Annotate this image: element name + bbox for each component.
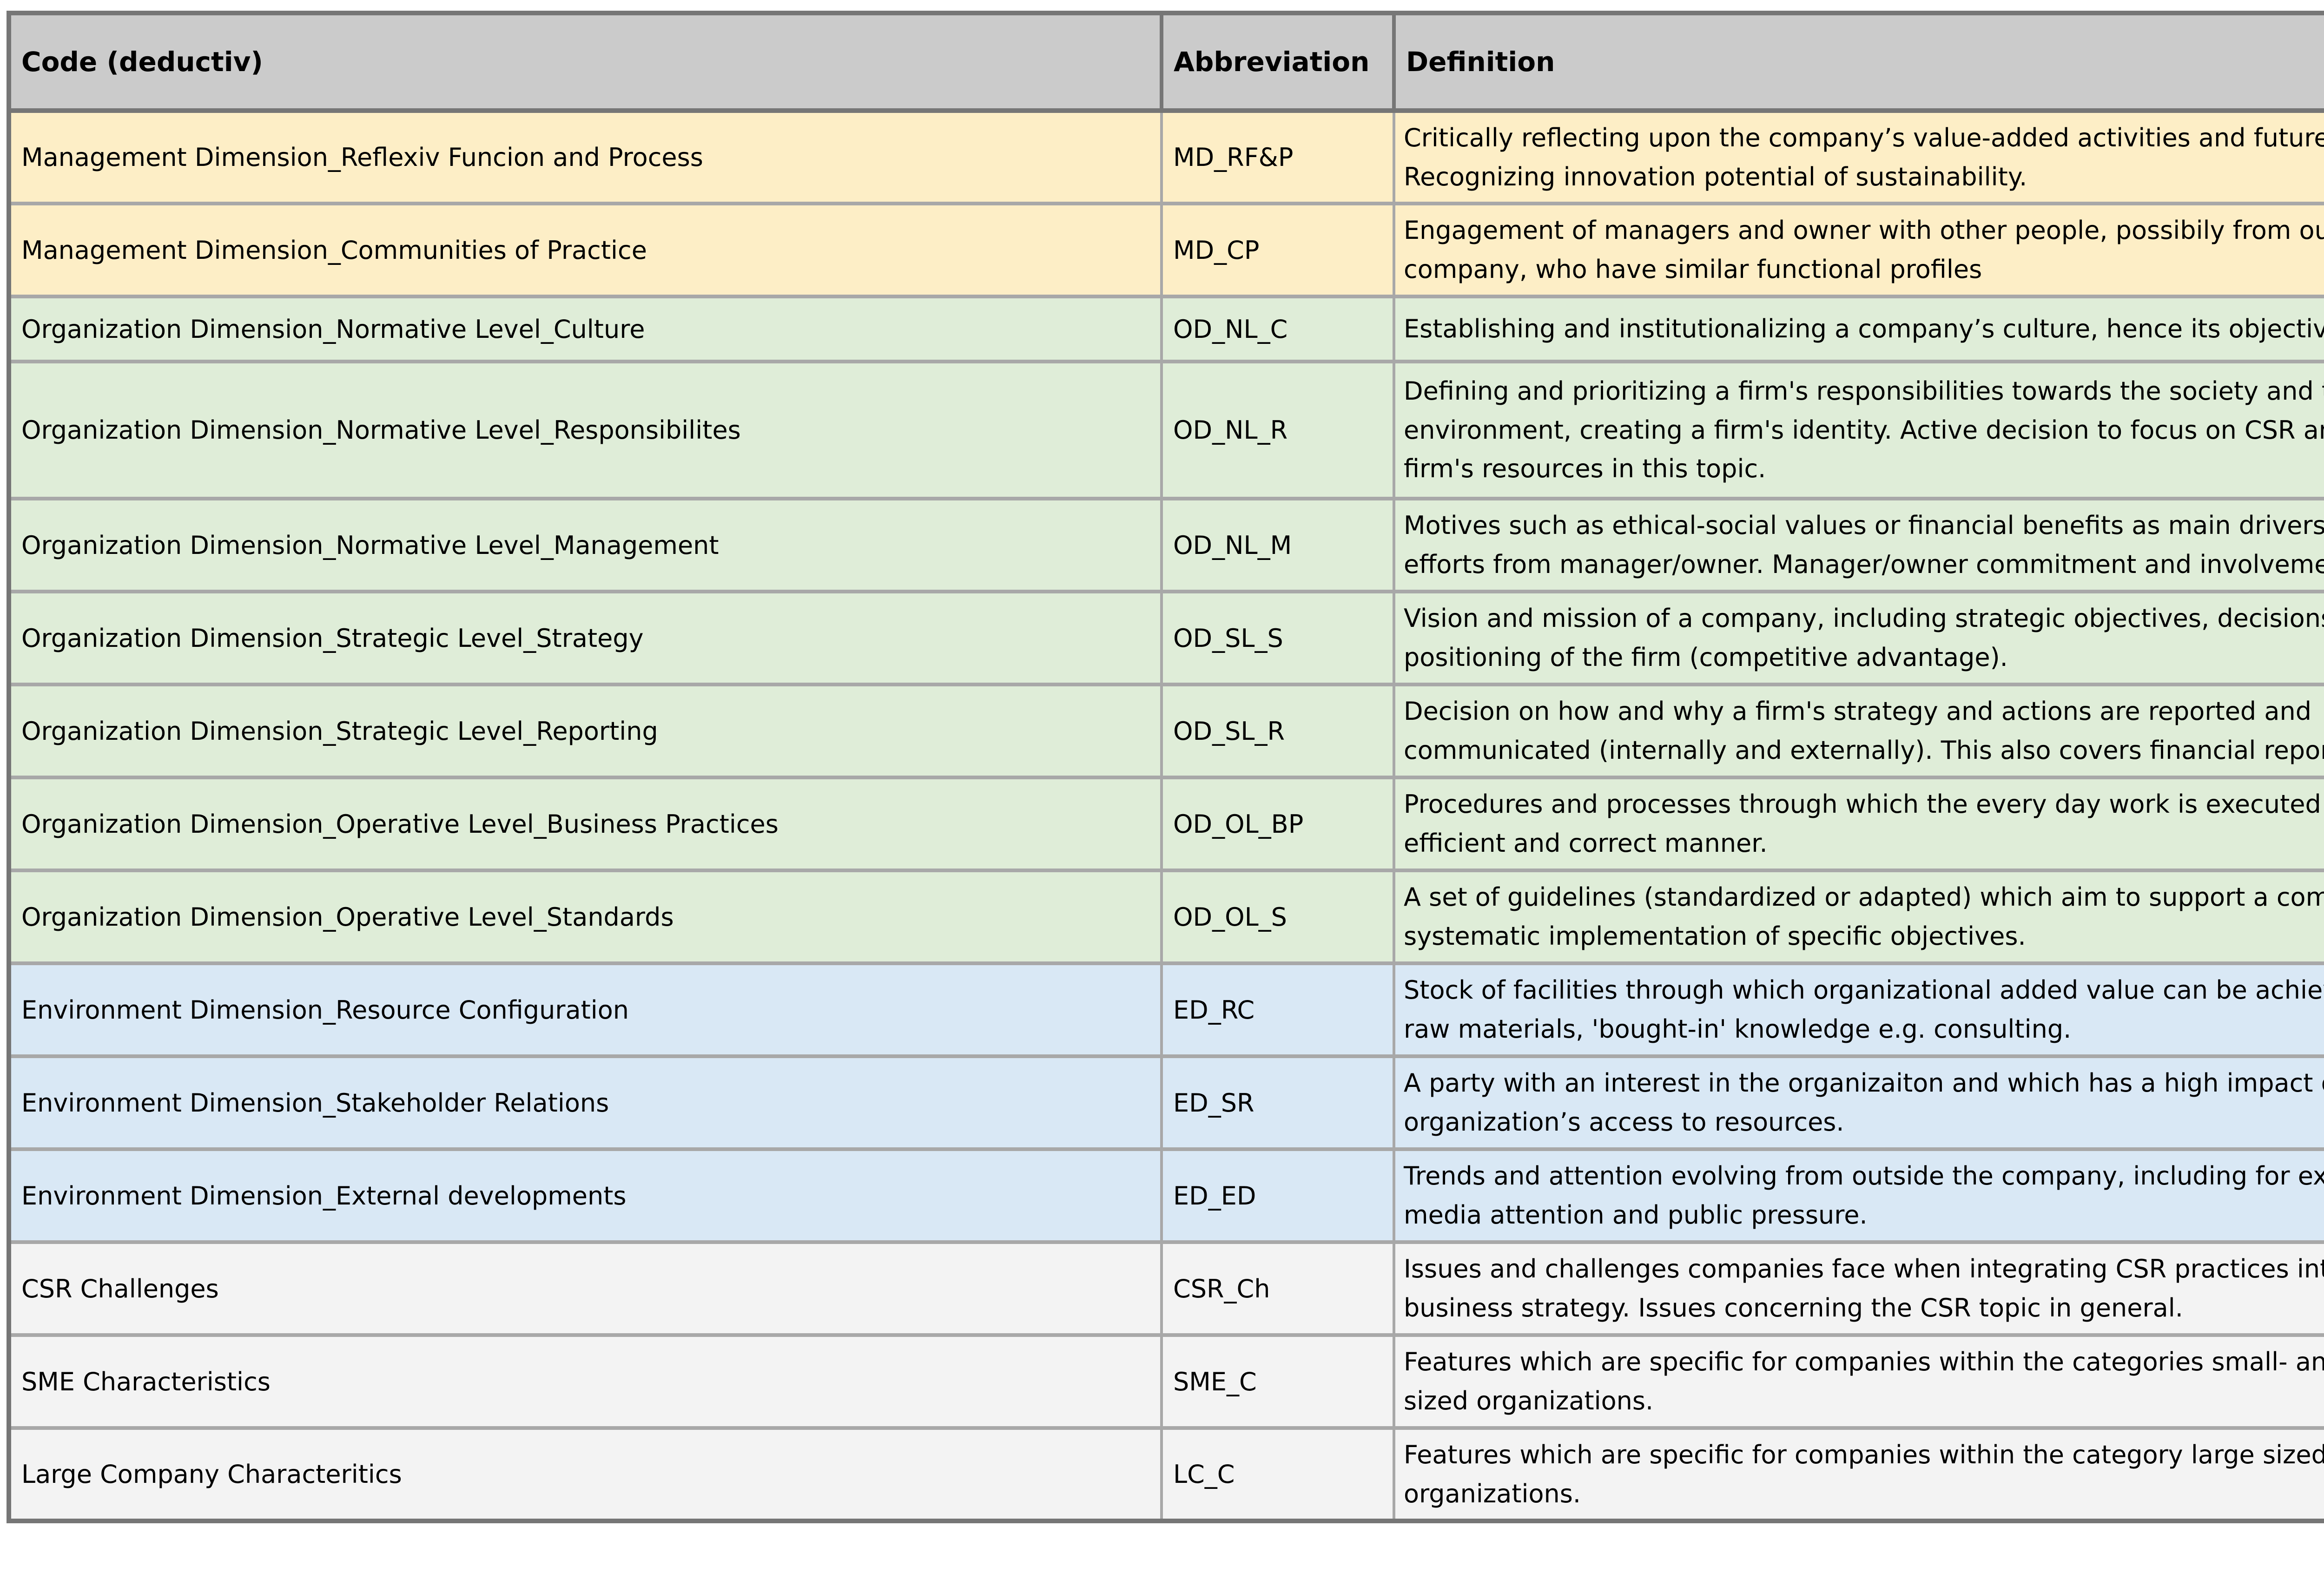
definition-cell: Defining and prioritizing a firm's respo… [1393,360,2324,499]
definition-cell: Features which are specific for companie… [1393,1333,2324,1428]
table-row: Organization Dimension_Operative Level_S… [9,869,2324,963]
definition-cell: Trends and attention evolving from outsi… [1393,1147,2324,1242]
code-cell: Organization Dimension_Strategic Level_S… [9,590,1162,684]
abbreviation-cell: OD_NL_M [1160,497,1394,592]
code-cell: Management Dimension_Reflexiv Funcion an… [9,109,1162,204]
code-cell: Organization Dimension_Strategic Level_R… [9,683,1162,777]
abbreviation-cell: LC_C [1160,1426,1394,1521]
abbreviation-cell: OD_OL_S [1160,869,1394,963]
code-cell: Organization Dimension_Operative Level_B… [9,776,1162,870]
definition-cell: Establishing and institutionalizing a co… [1393,295,2324,362]
definition-cell: A party with an interest in the organiza… [1393,1054,2324,1149]
definition-cell: Stock of facilities through which organi… [1393,961,2324,1056]
code-cell: CSR Challenges [9,1240,1162,1335]
code-cell: Environment Dimension_Stakeholder Relati… [9,1054,1162,1149]
code-cell: Environment Dimension_External developme… [9,1147,1162,1242]
abbreviation-cell: CSR_Ch [1160,1240,1394,1335]
table-row: Organization Dimension_Normative Level_C… [9,295,2324,362]
code-cell: Large Company Characteritics [9,1426,1162,1521]
column-header-abbreviation: Abbreviation [1160,13,1394,113]
table-row: Large Company Characteritics LC_C Featur… [9,1426,2324,1521]
abbreviation-cell: OD_SL_R [1160,683,1394,777]
definition-cell: Vision and mission of a company, includi… [1393,590,2324,684]
abbreviation-cell: MD_RF&P [1160,109,1394,204]
table-row: Environment Dimension_Resource Configura… [9,961,2324,1056]
table-row: Management Dimension_Communities of Prac… [9,202,2324,296]
abbreviation-cell: ED_SR [1160,1054,1394,1149]
table-row: CSR Challenges CSR_Ch Issues and challen… [9,1240,2324,1335]
table-row: Organization Dimension_Operative Level_B… [9,776,2324,870]
table-row: Organization Dimension_Normative Level_R… [9,360,2324,499]
table-row: Organization Dimension_Normative Level_M… [9,497,2324,592]
code-cell: Organization Dimension_Normative Level_M… [9,497,1162,592]
table-row: Organization Dimension_Strategic Level_S… [9,590,2324,684]
definition-cell: Decision on how and why a firm's strateg… [1393,683,2324,777]
table-row: SME Characteristics SME_C Features which… [9,1333,2324,1428]
code-cell: SME Characteristics [9,1333,1162,1428]
definition-cell: Features which are specific for companie… [1393,1426,2324,1521]
code-cell: Environment Dimension_Resource Configura… [9,961,1162,1056]
table-row: Organization Dimension_Strategic Level_R… [9,683,2324,777]
abbreviation-cell: ED_ED [1160,1147,1394,1242]
table-row: Environment Dimension_Stakeholder Relati… [9,1054,2324,1149]
definition-cell: A set of guidelines (standardized or ada… [1393,869,2324,963]
code-cell: Organization Dimension_Operative Level_S… [9,869,1162,963]
definition-cell: Engagement of managers and owner with ot… [1393,202,2324,296]
column-header-definition: Definition [1392,13,2324,113]
codebook-table: Code (deductiv) Abbreviation Definition … [7,11,2324,1523]
abbreviation-cell: OD_OL_BP [1160,776,1394,870]
table-row: Management Dimension_Reflexiv Funcion an… [9,109,2324,204]
abbreviation-cell: SME_C [1160,1333,1394,1428]
abbreviation-cell: ED_RC [1160,961,1394,1056]
table-row: Environment Dimension_External developme… [9,1147,2324,1242]
column-header-code: Code (deductiv) [9,13,1162,113]
code-cell: Organization Dimension_Normative Level_C… [9,295,1162,362]
abbreviation-cell: OD_SL_S [1160,590,1394,684]
code-cell: Management Dimension_Communities of Prac… [9,202,1162,296]
abbreviation-cell: MD_CP [1160,202,1394,296]
code-cell: Organization Dimension_Normative Level_R… [9,360,1162,499]
definition-cell: Procedures and processes through which t… [1393,776,2324,870]
abbreviation-cell: OD_NL_R [1160,360,1394,499]
definition-cell: Issues and challenges companies face whe… [1393,1240,2324,1335]
header-row: Code (deductiv) Abbreviation Definition [9,13,2324,113]
definition-cell: Critically reflecting upon the company’s… [1393,109,2324,204]
definition-cell: Motives such as ethical-social values or… [1393,497,2324,592]
abbreviation-cell: OD_NL_C [1160,295,1394,362]
